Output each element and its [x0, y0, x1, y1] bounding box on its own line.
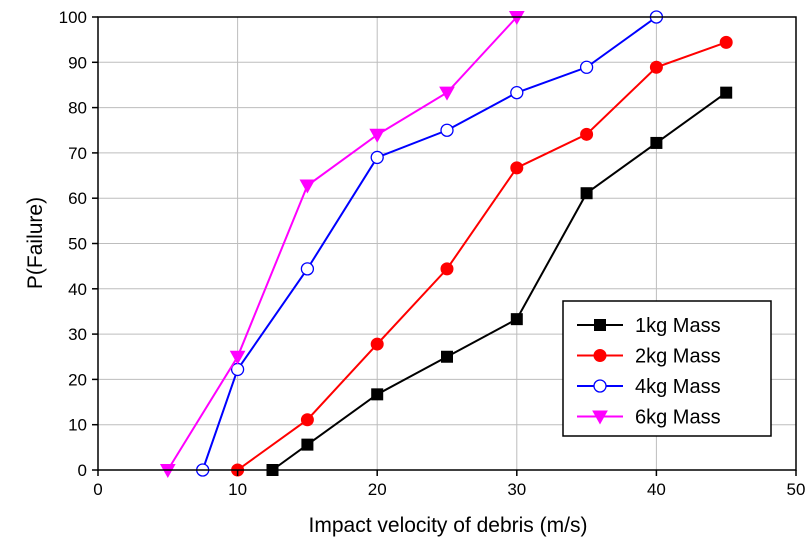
data-point [580, 127, 594, 141]
x-tick-label: 50 [787, 480, 806, 499]
data-point [720, 86, 733, 99]
data-point [370, 337, 384, 351]
legend-marker [593, 379, 607, 393]
y-tick-label: 40 [68, 280, 87, 299]
series-line [237, 41, 727, 471]
data-point [440, 262, 454, 276]
data-point [300, 262, 315, 276]
y-tick-label: 90 [68, 53, 87, 72]
y-tick-label: 70 [68, 144, 87, 163]
data-point [579, 60, 594, 74]
axis-ticks [92, 16, 797, 476]
x-tick-label: 10 [228, 480, 247, 499]
legend-label: 1kg Mass [635, 315, 721, 337]
series-line [166, 16, 518, 471]
legend-label: 6kg Mass [635, 407, 721, 429]
data-point [580, 187, 593, 200]
x-tick-labels: 0 10 20 30 40 50 [93, 480, 805, 499]
series-group [231, 35, 733, 477]
y-axis-title: P(Failure) [24, 197, 47, 289]
data-point [510, 161, 524, 175]
y-tick-labels: 0 10 20 30 40 50 60 70 80 90 100 [59, 8, 87, 480]
legend-label: 4kg Mass [635, 376, 721, 398]
y-tick-label: 30 [68, 325, 87, 344]
x-tick-label: 30 [507, 480, 526, 499]
data-point [439, 86, 455, 101]
y-tick-label: 50 [68, 235, 87, 254]
data-point [370, 150, 384, 165]
x-tick-label: 0 [93, 480, 102, 499]
x-tick-label: 20 [368, 480, 387, 499]
data-point [650, 136, 663, 149]
y-tick-label: 20 [68, 370, 87, 389]
data-point [649, 60, 663, 74]
data-point [719, 35, 733, 49]
series-line [271, 91, 727, 471]
y-tick-label: 0 [78, 461, 87, 480]
grid [98, 17, 796, 470]
y-tick-label: 10 [68, 416, 87, 435]
y-tick-label: 100 [59, 8, 87, 27]
series-line [201, 16, 657, 471]
y-tick-label: 80 [68, 99, 87, 118]
legend-marker [593, 349, 607, 362]
legend-entry: 1kg Mass [577, 315, 721, 337]
data-point [369, 128, 386, 143]
legend-marker [594, 319, 606, 331]
data-point [299, 179, 316, 194]
legend-entry: 2kg Mass [577, 346, 721, 368]
data-point [510, 86, 524, 100]
data-point [301, 438, 314, 451]
data-point [229, 350, 246, 365]
legend-entry: 6kg Mass [577, 407, 721, 429]
data-point [440, 123, 454, 137]
series-group [159, 11, 525, 479]
legend: 1kg Mass 2kg Mass 4kg Mass 6kg Mass [562, 300, 772, 437]
y-tick-label: 60 [68, 189, 87, 208]
data-point [441, 350, 453, 363]
legend-entry: 4kg Mass [577, 376, 721, 398]
data-point [300, 413, 314, 427]
legend-marker [592, 410, 608, 425]
data-point [510, 313, 523, 326]
x-tick-label: 40 [647, 480, 666, 499]
legend-label: 2kg Mass [635, 346, 721, 368]
x-axis-title: Impact velocity of debris (m/s) [309, 514, 588, 537]
data-point [371, 388, 384, 401]
series-group [266, 86, 733, 476]
